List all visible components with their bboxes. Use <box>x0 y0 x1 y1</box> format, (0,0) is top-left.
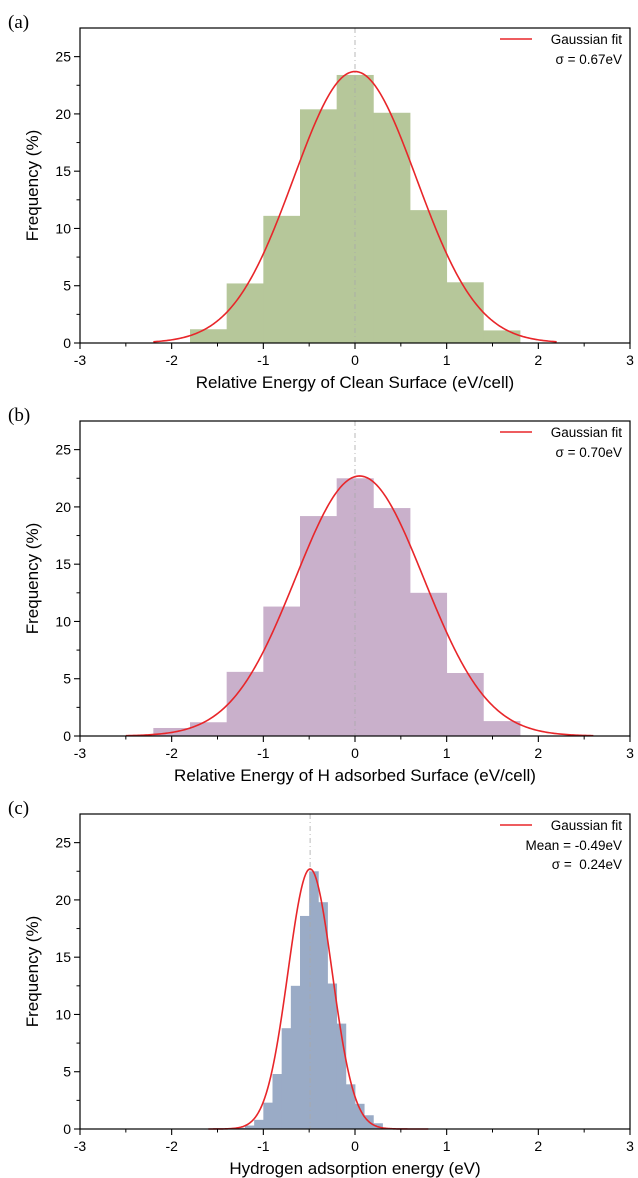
x-tick-label: 2 <box>534 352 542 368</box>
x-tick-label: -1 <box>257 1138 270 1154</box>
legend-entry: Gaussian fit <box>551 425 623 440</box>
y-tick-label: 10 <box>55 613 71 629</box>
histogram-bar <box>263 606 301 736</box>
histogram-bar <box>410 210 448 343</box>
x-tick-label: -2 <box>165 1138 178 1154</box>
gaussian-fit-curve <box>153 70 557 343</box>
legend-entry: Gaussian fit <box>551 32 623 47</box>
y-axis-label: Frequency (%) <box>23 130 42 241</box>
y-tick-label: 20 <box>55 499 71 515</box>
histogram-bar <box>446 282 484 343</box>
panel-label: (a) <box>8 12 29 33</box>
histogram-bars <box>235 871 383 1129</box>
x-tick-label: -1 <box>257 352 270 368</box>
legend-stat: Mean = -0.49eV <box>526 838 622 853</box>
histogram-bar <box>263 1102 273 1129</box>
histogram-bar <box>483 721 521 736</box>
x-tick-label: 0 <box>351 1138 359 1154</box>
y-tick-label: 0 <box>63 728 71 744</box>
x-tick-label: 3 <box>626 745 634 761</box>
histogram-bar <box>300 109 338 343</box>
legend-stat: σ = 0.67eV <box>555 52 622 67</box>
x-tick-label: 0 <box>351 352 359 368</box>
histogram-bar <box>281 1028 292 1129</box>
histogram-bar <box>245 1125 255 1129</box>
histogram-bar <box>345 1084 356 1129</box>
histogram-bar <box>410 592 448 736</box>
histogram-bar <box>226 283 264 343</box>
y-axis-label: Frequency (%) <box>23 523 42 634</box>
legend: Gaussian fit Mean = -0.49eV σ = 0.24eV <box>500 818 622 872</box>
histogram-bars <box>190 74 521 344</box>
histogram-bar <box>300 516 338 736</box>
y-tick-label: 15 <box>55 556 71 572</box>
legend: Gaussian fit σ = 0.70eV <box>500 425 622 460</box>
legend-entry: Gaussian fit <box>551 818 623 833</box>
panel-label: (b) <box>8 405 30 426</box>
x-axis-label: Relative Energy of Clean Surface (eV/cel… <box>196 373 514 392</box>
y-tick-label: 10 <box>55 220 71 236</box>
legend-stat: σ = 0.70eV <box>555 445 622 460</box>
chart-panel-2: (b) -3 -2 -1 0 1 2 3 0 5 10 15 20 25 Relative Energy o… <box>8 405 634 785</box>
histogram-bars <box>153 478 521 736</box>
x-axis-label: Hydrogen adsorption energy (eV) <box>229 1159 480 1178</box>
y-tick-label: 0 <box>63 1121 71 1137</box>
y-tick-label: 5 <box>63 278 71 294</box>
histogram-bar <box>190 329 228 343</box>
y-tick-label: 20 <box>55 892 71 908</box>
x-tick-label: 3 <box>626 1138 634 1154</box>
histogram-bar <box>309 871 319 1129</box>
histogram-bar <box>373 508 411 736</box>
gaussian-fit-curve <box>125 475 594 737</box>
histogram-bar <box>318 902 328 1129</box>
x-tick-label: -2 <box>165 352 178 368</box>
y-tick-label: 25 <box>55 835 71 851</box>
x-tick-label: 2 <box>534 1138 542 1154</box>
legend: Gaussian fit σ = 0.67eV <box>500 32 622 67</box>
histogram-bar <box>483 330 521 343</box>
x-tick-label: 1 <box>443 745 451 761</box>
x-tick-label: 1 <box>443 1138 451 1154</box>
legend-stat: σ = 0.24eV <box>552 857 622 872</box>
chart-panel-1: (a) -3 -2 -1 0 1 2 3 0 5 10 15 20 25 Relative Energy o… <box>8 12 634 392</box>
histogram-bar <box>300 915 310 1129</box>
histogram-bar <box>290 985 301 1129</box>
y-tick-label: 5 <box>63 1064 71 1080</box>
y-tick-label: 15 <box>55 163 71 179</box>
y-tick-label: 0 <box>63 335 71 351</box>
histogram-bar <box>355 1103 365 1129</box>
histogram-bar <box>190 722 228 736</box>
y-tick-label: 25 <box>55 49 71 65</box>
histogram-bar <box>373 112 411 343</box>
histogram-bar <box>226 671 264 736</box>
x-tick-label: 0 <box>351 745 359 761</box>
y-axis-label: Frequency (%) <box>23 916 42 1027</box>
x-tick-label: -2 <box>165 745 178 761</box>
panel-label: (c) <box>8 798 29 819</box>
x-tick-label: -1 <box>257 745 270 761</box>
x-tick-label: 2 <box>534 745 542 761</box>
plot-frame <box>79 813 631 1130</box>
chart-panel-3: (c) -3 -2 -1 0 1 2 3 0 5 10 15 20 25 Hydrogen adsorpti… <box>8 798 634 1178</box>
x-tick-label: 1 <box>443 352 451 368</box>
y-tick-label: 20 <box>55 106 71 122</box>
x-tick-label: 3 <box>626 352 634 368</box>
histogram-bar <box>327 983 338 1129</box>
y-tick-label: 15 <box>55 949 71 965</box>
histogram-bar <box>446 673 484 736</box>
y-tick-label: 25 <box>55 442 71 458</box>
histogram-bar <box>272 1074 283 1129</box>
histogram-bar <box>263 215 301 343</box>
histogram-bar <box>254 1119 264 1129</box>
x-tick-label: -3 <box>74 745 87 761</box>
x-tick-label: -3 <box>74 352 87 368</box>
y-tick-label: 10 <box>55 1006 71 1022</box>
x-axis-label: Relative Energy of H adsorbed Surface (e… <box>174 766 536 785</box>
histogram-bar <box>336 1023 347 1129</box>
x-tick-label: -3 <box>74 1138 87 1154</box>
y-tick-label: 5 <box>63 671 71 687</box>
